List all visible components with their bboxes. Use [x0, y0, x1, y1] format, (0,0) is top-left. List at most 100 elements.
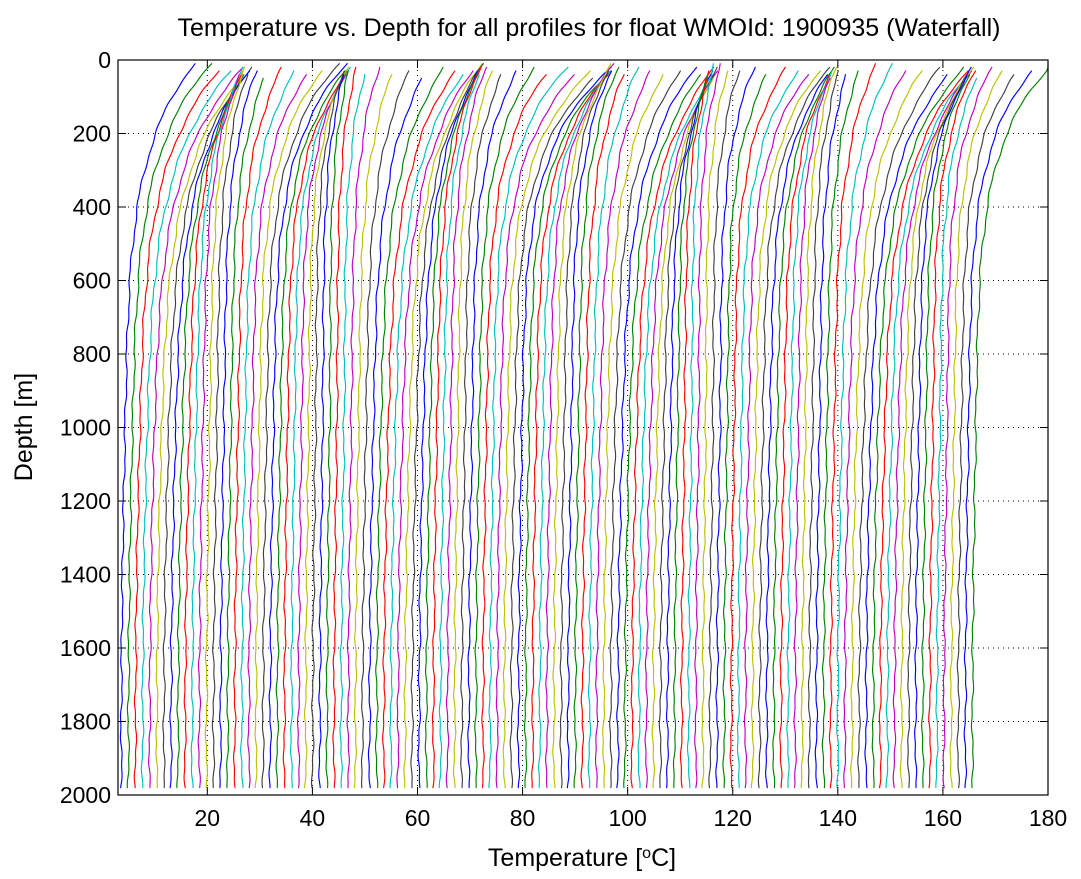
- profile-line-2: [126, 63, 213, 789]
- profile-line-22: [268, 63, 348, 789]
- ticks-layer: 20 40 60 80 100 120 140 160 18002004006008001000…: [60, 47, 1067, 831]
- profile-line-40: [396, 70, 474, 789]
- profile-line-100: [821, 70, 859, 789]
- profile-line-59: [531, 74, 609, 789]
- profile-line-93: [772, 66, 835, 789]
- profile-line-94: [779, 74, 831, 789]
- profile-line-13: [204, 66, 245, 789]
- profile-line-104: [850, 70, 923, 789]
- profile-line-111: [899, 66, 975, 789]
- profile-line-45: [431, 66, 482, 789]
- profile-line-26: [296, 74, 347, 789]
- y-tick-label: 1000: [60, 415, 111, 441]
- profile-line-6: [155, 74, 244, 789]
- profile-line-79: [672, 74, 709, 789]
- x-axis-label: Temperature [oC]: [488, 844, 676, 872]
- profile-line-81: [686, 63, 714, 789]
- profile-line-71: [616, 66, 698, 789]
- profile-line-53: [488, 66, 569, 789]
- x-tick-label: 120: [714, 805, 752, 831]
- profile-line-32: [339, 74, 366, 789]
- y-tick-label: 0: [98, 47, 111, 73]
- profile-line-77: [658, 66, 718, 789]
- profile-line-74: [637, 74, 714, 789]
- profile-line-12: [197, 74, 240, 789]
- profile-line-50: [467, 70, 517, 789]
- profile-line-11: [190, 66, 244, 789]
- profile-line-15: [219, 70, 258, 789]
- y-tick-label: 1400: [60, 562, 111, 588]
- profile-line-3: [133, 70, 220, 789]
- profile-line-119: [956, 74, 1015, 789]
- profile-line-84: [708, 70, 741, 789]
- x-axis-label-superscript: o: [642, 845, 651, 862]
- profile-line-120: [963, 70, 1033, 789]
- y-axis-label: Depth [m]: [10, 373, 38, 481]
- profile-line-9: [176, 74, 245, 789]
- profile-line-29: [318, 74, 345, 789]
- profile-line-37: [374, 66, 444, 789]
- profile-line-62: [552, 63, 612, 789]
- profile-line-99: [814, 74, 846, 789]
- profile-line-118: [949, 70, 1003, 789]
- profile-line-96: [793, 77, 831, 789]
- profile-line-103: [843, 70, 907, 789]
- profile-line-90: [750, 70, 822, 789]
- profile-line-20: [254, 70, 323, 789]
- profile-line-67: [587, 66, 640, 789]
- x-tick-label: 100: [608, 805, 646, 831]
- profile-line-33: [346, 66, 381, 789]
- profile-line-68: [594, 70, 651, 789]
- profile-line-66: [580, 74, 625, 789]
- profile-line-43: [417, 70, 479, 789]
- profile-line-64: [566, 70, 613, 789]
- y-tick-label: 1600: [60, 635, 111, 661]
- x-tick-label: 180: [1029, 805, 1067, 831]
- profile-line-117: [942, 66, 993, 789]
- profile-line-80: [679, 70, 710, 789]
- profile-line-89: [743, 74, 810, 789]
- y-tick-label: 400: [73, 194, 111, 220]
- profile-line-116: [935, 77, 978, 789]
- profile-line-55: [502, 70, 591, 789]
- profile-line-113: [914, 66, 972, 789]
- profile-line-42: [410, 63, 484, 789]
- profile-line-60: [538, 70, 611, 789]
- profile-line-109: [885, 74, 969, 789]
- profile-line-57: [516, 66, 612, 789]
- profile-line-49: [460, 74, 502, 789]
- profile-line-110: [892, 70, 973, 789]
- x-tick-label: 60: [405, 805, 431, 831]
- profile-line-88: [736, 70, 799, 789]
- profile-line-36: [367, 77, 423, 789]
- profile-line-69: [602, 74, 664, 789]
- profile-line-52: [481, 74, 547, 789]
- profile-line-5: [148, 66, 244, 789]
- profile-line-105: [857, 66, 941, 789]
- profile-line-28: [310, 70, 345, 789]
- x-axis-label-prefix: Temperature [: [488, 844, 642, 872]
- profile-line-85: [715, 66, 756, 789]
- profile-line-91: [757, 66, 831, 789]
- profile-line-95: [786, 70, 833, 789]
- profile-line-30: [325, 70, 349, 789]
- profile-line-54: [495, 74, 575, 789]
- x-tick-label: 140: [819, 805, 857, 831]
- profile-line-65: [573, 66, 620, 789]
- profile-line-58: [523, 70, 612, 789]
- profile-line-108: [878, 70, 969, 789]
- profile-line-101: [828, 63, 876, 789]
- profile-line-102: [836, 63, 893, 789]
- profile-line-24: [282, 70, 348, 789]
- profile-line-114: [921, 74, 971, 789]
- profile-line-82: [694, 63, 721, 789]
- chart-title: Temperature vs. Depth for all profiles f…: [177, 14, 1000, 42]
- x-tick-label: 40: [300, 805, 326, 831]
- profile-line-107: [871, 66, 964, 789]
- profile-line-83: [701, 70, 729, 789]
- profile-line-47: [445, 66, 488, 789]
- profile-line-86: [722, 74, 767, 789]
- profile-line-39: [389, 74, 464, 789]
- y-tick-label: 1200: [60, 488, 111, 514]
